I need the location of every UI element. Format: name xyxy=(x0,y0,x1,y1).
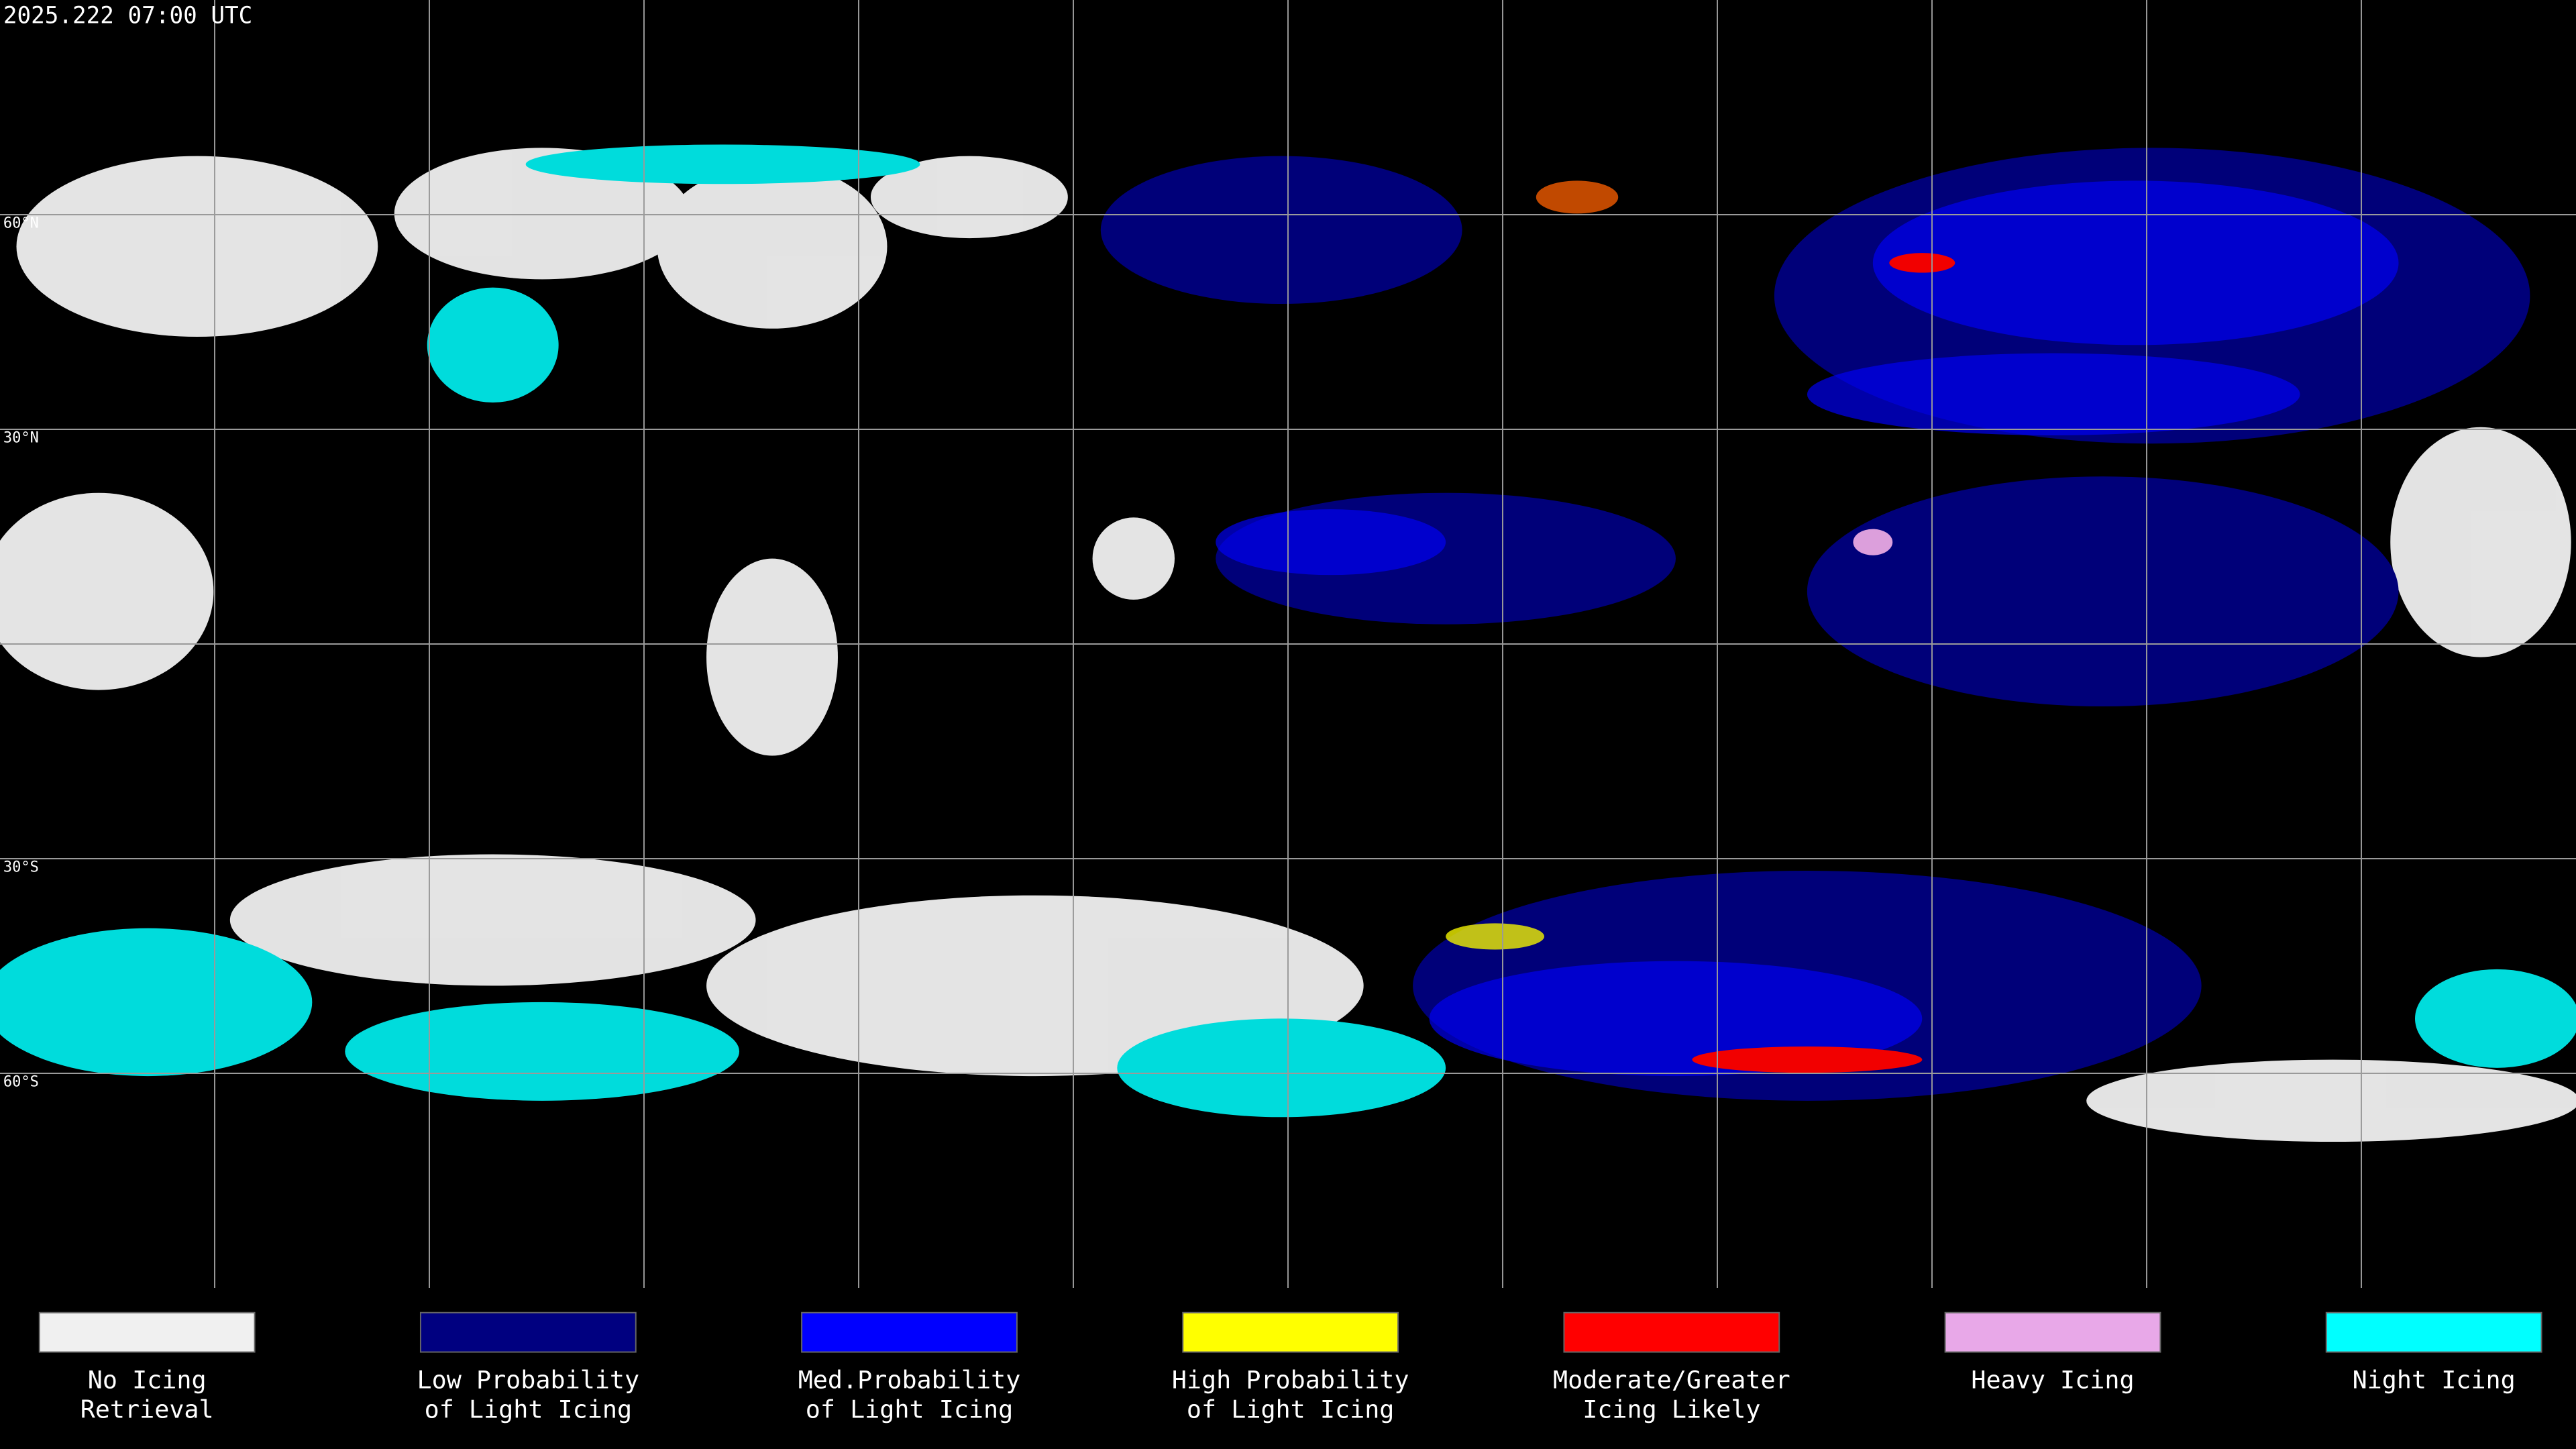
map xyxy=(0,0,2576,1288)
latitude-label: 60°N xyxy=(3,215,39,232)
legend-swatch xyxy=(801,1311,1018,1353)
cloud-field xyxy=(0,144,2576,1142)
legend-label: Med.Probability xyxy=(798,1365,1021,1394)
legend-swatch xyxy=(38,1311,256,1353)
latitude-labels: 60°N 30°N 30°S 60°S xyxy=(3,215,39,1091)
legend-label: of Light Icing xyxy=(425,1395,633,1424)
legend-label: Icing Likely xyxy=(1582,1395,1760,1424)
latitude-label: 60°S xyxy=(3,1074,39,1091)
legend-label: Low Probability xyxy=(417,1365,640,1394)
legend-label: of Light Icing xyxy=(1187,1395,1395,1424)
graticule xyxy=(0,0,2576,1288)
legend-label: Night Icing xyxy=(2353,1365,2516,1394)
legend-swatch xyxy=(1563,1311,1780,1353)
legend-label: Retrieval xyxy=(80,1395,214,1424)
legend-label: Moderate/Greater xyxy=(1553,1365,1790,1394)
legend-label: of Light Icing xyxy=(806,1395,1013,1424)
legend-swatch xyxy=(1182,1311,1399,1353)
legend-label: High Probability xyxy=(1172,1365,1409,1394)
legend-swatch xyxy=(1944,1311,2161,1353)
legend-label: No Icing xyxy=(88,1365,207,1394)
legend-label: Heavy Icing xyxy=(1971,1365,2134,1394)
legend-swatch xyxy=(419,1311,637,1353)
latitude-label: 30°S xyxy=(3,859,39,876)
timestamp: 2025.222 07:00 UTC xyxy=(3,2,252,29)
latitude-label: 30°N xyxy=(3,430,39,447)
legend-swatch xyxy=(2325,1311,2542,1353)
